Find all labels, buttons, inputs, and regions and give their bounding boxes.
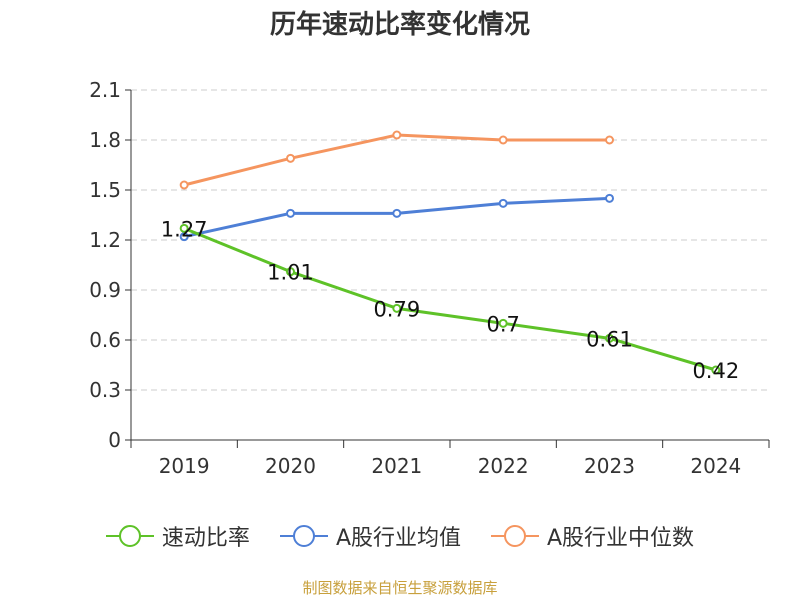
axes: 0 0.3 0.6 0.9 1.2 1.5 1.8 2.1 2019 2020 2021 2022 20… xyxy=(89,78,770,478)
legend-item-industry-median[interactable]: A股行业中位数 xyxy=(491,520,694,552)
gridlines xyxy=(131,89,769,391)
data-point xyxy=(286,267,295,277)
data-point xyxy=(498,318,508,328)
data-source-note: 制图数据来自恒生聚源数据库 xyxy=(302,579,498,597)
legend-item-industry-mean[interactable]: A股行业均值 xyxy=(279,520,461,552)
data-point xyxy=(605,333,614,343)
y-tick-label: 1.2 xyxy=(89,228,121,252)
legend-item-quick-ratio[interactable]: 速动比率 xyxy=(105,520,250,552)
data-point xyxy=(286,208,295,218)
data-point xyxy=(498,198,508,208)
data-label: 0.42 xyxy=(692,359,739,383)
legend: 速动比率 A股行业均值 A股行业中位数 xyxy=(0,520,800,552)
data-labels: 1.27 1.01 0.79 0.7 0.61 0.42 xyxy=(161,217,739,383)
x-tick-label: 2022 xyxy=(478,454,529,478)
legend-symbol-industry-mean xyxy=(279,525,328,547)
data-label: 0.79 xyxy=(373,297,420,321)
data-point xyxy=(286,153,295,163)
legend-label-industry-median: A股行业中位数 xyxy=(547,526,695,551)
legend-label-industry-mean: A股行业均值 xyxy=(335,526,461,551)
series-lines xyxy=(179,130,721,375)
series-line xyxy=(183,133,610,187)
data-point xyxy=(392,303,402,313)
legend-symbol-quick-ratio xyxy=(105,525,154,547)
legend-symbol-industry-median xyxy=(491,525,539,547)
data-label: 1.27 xyxy=(161,217,208,241)
x-tick-label: 2020 xyxy=(265,454,316,478)
y-tick-label: 0.9 xyxy=(89,278,121,302)
data-label: 0.7 xyxy=(486,312,519,336)
data-point xyxy=(392,130,402,140)
series-line xyxy=(183,226,717,372)
y-tick-label: 2.1 xyxy=(89,78,121,102)
x-tick-label: 2023 xyxy=(584,454,635,478)
y-tick-label: 0.6 xyxy=(89,328,121,352)
x-tick-label: 2021 xyxy=(371,454,422,478)
data-point xyxy=(711,365,721,375)
data-point xyxy=(605,135,614,145)
data-point xyxy=(179,223,189,233)
data-label: 0.61 xyxy=(586,327,633,351)
data-point xyxy=(498,135,508,145)
y-tick-label: 0.3 xyxy=(89,378,121,402)
x-tick-label: 2019 xyxy=(159,454,210,478)
y-tick-label: 1.5 xyxy=(89,178,121,202)
data-label: 1.01 xyxy=(267,261,314,285)
chart-title: 历年速动比率变化情况 xyxy=(269,10,530,40)
data-point xyxy=(179,232,189,242)
legend-label-quick-ratio: 速动比率 xyxy=(161,526,250,551)
y-tick-label: 0 xyxy=(108,428,121,452)
data-point xyxy=(605,193,614,203)
x-tick-label: 2024 xyxy=(690,454,741,478)
y-tick-label: 1.8 xyxy=(89,128,121,152)
data-point xyxy=(179,180,189,190)
data-point xyxy=(392,208,402,218)
